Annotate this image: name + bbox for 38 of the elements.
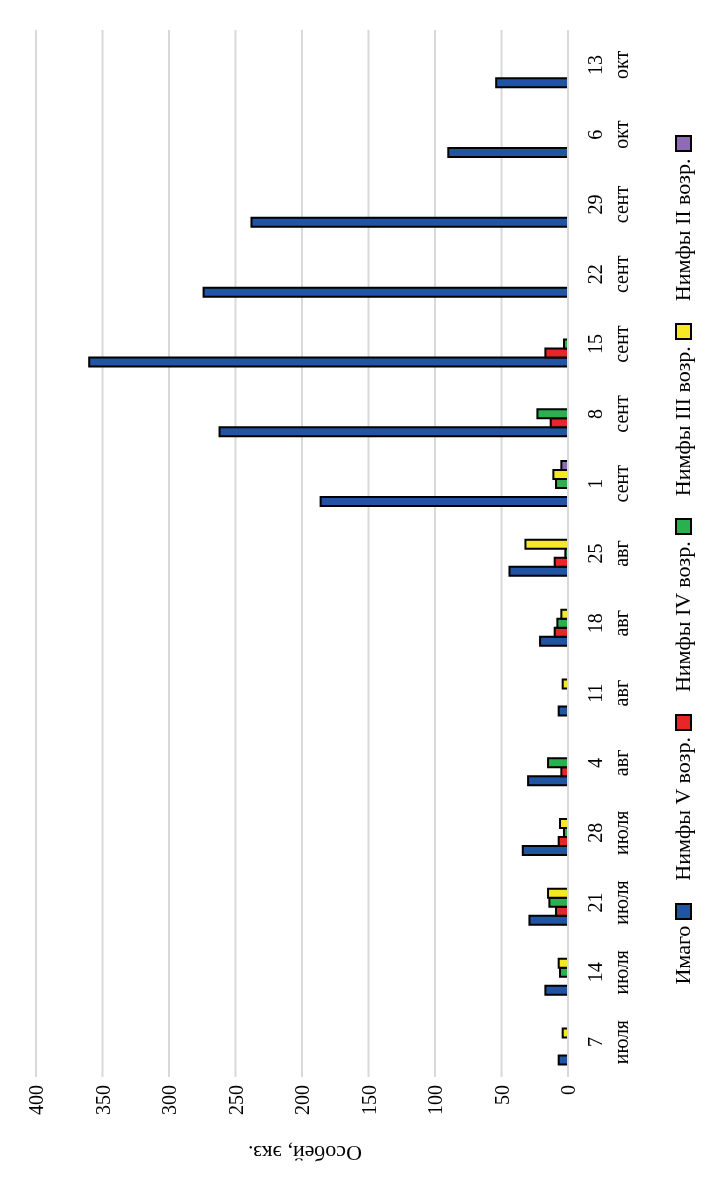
x-tick-label: 50 <box>490 1085 513 1105</box>
y-tick-label: 21 июля <box>584 880 632 925</box>
y-tick-label: 18 авг <box>584 610 632 637</box>
bar <box>557 1054 568 1066</box>
y-tick-label: 13 окт <box>584 50 632 79</box>
y-tick-label: 25 авг <box>584 540 632 567</box>
legend-label: Нимфы II возр. <box>670 158 696 302</box>
legend-label: Имаго <box>670 925 696 985</box>
bar <box>544 984 568 996</box>
x-tick-label: 0 <box>557 1085 580 1095</box>
legend-label: Нимфы III возр. <box>670 346 696 497</box>
y-tick-label: 11 авг <box>584 679 632 707</box>
y-tick-label: 29 сент <box>584 185 632 224</box>
y-tick-label: 28 июля <box>584 810 632 855</box>
x-tick-label: 250 <box>224 1085 247 1115</box>
bar <box>557 705 568 717</box>
y-tick-label: 4 авг <box>584 749 632 777</box>
y-tick-label: 7 июля <box>584 1019 632 1065</box>
x-tick-label: 150 <box>357 1085 380 1115</box>
x-tick-label: 100 <box>424 1085 447 1115</box>
bar <box>202 286 568 298</box>
x-tick-label: 400 <box>25 1085 48 1115</box>
y-tick-label: 6 окт <box>584 120 632 149</box>
y-tick-label: 8 сент <box>584 394 632 433</box>
y-tick-label: 14 июля <box>584 950 632 995</box>
bar <box>447 147 568 159</box>
y-tick-label: 1 сент <box>584 464 632 503</box>
legend-label: Нимфы V возр. <box>670 737 696 881</box>
bar <box>495 77 568 89</box>
bar <box>319 496 568 508</box>
bar <box>250 216 568 228</box>
y-tick-label: 15 сент <box>584 325 632 363</box>
y-tick-label: 22 сент <box>584 255 632 294</box>
legend-label: Нимфы IV возр. <box>670 541 696 693</box>
x-tick-label: 350 <box>91 1085 114 1115</box>
x-tick-label: 300 <box>158 1085 181 1115</box>
x-axis-title: Особей, экз. <box>247 1141 362 1167</box>
x-tick-label: 200 <box>291 1085 314 1115</box>
